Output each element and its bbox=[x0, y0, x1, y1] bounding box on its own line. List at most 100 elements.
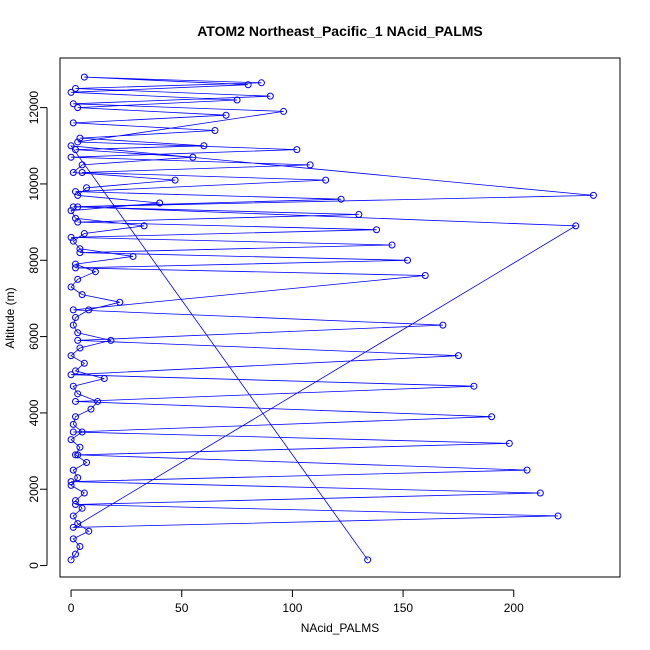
data-point bbox=[71, 188, 79, 196]
data-point bbox=[67, 371, 75, 379]
data-point bbox=[244, 81, 252, 89]
data-point bbox=[69, 535, 77, 543]
data-point bbox=[67, 556, 75, 564]
data-point bbox=[364, 556, 372, 564]
data-point bbox=[74, 203, 82, 211]
data-point bbox=[69, 119, 77, 127]
data-point bbox=[78, 428, 86, 436]
data-point bbox=[71, 397, 79, 405]
data-point bbox=[74, 275, 82, 283]
y-tick-label: 12000 bbox=[27, 91, 41, 125]
data-point bbox=[91, 268, 99, 276]
x-tick-label: 200 bbox=[504, 601, 524, 615]
data-point bbox=[80, 73, 88, 81]
data-point bbox=[100, 375, 108, 383]
data-point bbox=[257, 79, 265, 87]
data-point bbox=[71, 314, 79, 321]
data-point bbox=[67, 233, 75, 241]
y-tick-label: 8000 bbox=[27, 247, 41, 274]
data-point bbox=[94, 397, 102, 405]
x-tick-label: 0 bbox=[68, 601, 75, 615]
plot-frame bbox=[59, 57, 621, 578]
data-point bbox=[78, 168, 86, 176]
data-point bbox=[454, 352, 462, 360]
plot-area bbox=[67, 73, 597, 564]
data-point bbox=[233, 96, 241, 104]
data-point bbox=[69, 100, 77, 108]
data-point bbox=[76, 245, 84, 253]
y-tick-label: 4000 bbox=[27, 399, 41, 426]
data-point bbox=[74, 104, 82, 112]
data-point bbox=[280, 107, 288, 115]
data-point bbox=[76, 344, 84, 352]
data-point bbox=[69, 203, 77, 211]
data-point bbox=[71, 260, 79, 268]
data-point bbox=[69, 420, 77, 428]
series-line bbox=[70, 76, 594, 561]
data-point bbox=[71, 500, 79, 508]
data-point bbox=[71, 497, 79, 505]
data-point bbox=[266, 92, 274, 100]
data-point bbox=[421, 272, 429, 280]
data-point bbox=[536, 489, 544, 497]
data-point bbox=[76, 542, 84, 550]
data-point bbox=[80, 230, 88, 238]
data-point bbox=[388, 241, 396, 249]
data-point bbox=[523, 466, 531, 474]
data-point bbox=[76, 443, 84, 451]
data-point bbox=[67, 142, 75, 150]
data-point bbox=[78, 504, 86, 512]
data-point bbox=[222, 111, 230, 119]
data-point bbox=[80, 489, 88, 497]
data-point bbox=[337, 195, 345, 203]
data-point bbox=[67, 352, 75, 360]
data-point bbox=[488, 413, 496, 421]
data-point bbox=[71, 264, 79, 272]
data-point bbox=[83, 459, 91, 467]
chart-title: ATOM2 Northeast_Pacific_1 NAcid_PALMS bbox=[197, 23, 483, 39]
data-point bbox=[156, 199, 164, 207]
data-point bbox=[85, 306, 93, 314]
data-point bbox=[74, 191, 82, 199]
y-tick-label: 0 bbox=[27, 562, 41, 569]
data-point bbox=[78, 291, 86, 299]
data-point bbox=[505, 439, 513, 447]
data-point bbox=[404, 256, 412, 264]
data-point bbox=[78, 161, 86, 169]
data-point bbox=[71, 214, 79, 222]
data-point bbox=[67, 478, 75, 486]
data-point bbox=[373, 226, 381, 234]
y-axis-label: Altitude (m) bbox=[3, 287, 17, 348]
data-point bbox=[69, 512, 77, 520]
data-point bbox=[171, 176, 179, 184]
data-point bbox=[589, 191, 597, 199]
data-point bbox=[74, 474, 82, 482]
data-point bbox=[83, 184, 91, 192]
data-point bbox=[322, 176, 330, 184]
data-point bbox=[69, 382, 77, 390]
data-point bbox=[71, 550, 79, 558]
data-point bbox=[140, 222, 148, 230]
data-point bbox=[69, 306, 77, 314]
x-tick-label: 50 bbox=[175, 601, 189, 615]
data-point bbox=[572, 222, 580, 230]
data-point bbox=[74, 329, 82, 337]
data-point bbox=[67, 153, 75, 161]
data-point bbox=[116, 298, 124, 306]
data-point bbox=[69, 321, 77, 329]
data-point bbox=[74, 390, 82, 398]
data-point bbox=[129, 252, 137, 260]
data-point bbox=[355, 210, 363, 218]
data-point bbox=[76, 134, 84, 142]
data-point bbox=[69, 168, 77, 176]
data-point bbox=[211, 127, 219, 135]
data-point bbox=[554, 512, 562, 520]
data-point bbox=[76, 249, 84, 257]
data-point bbox=[107, 336, 115, 344]
data-point bbox=[74, 218, 82, 226]
data-point bbox=[439, 321, 447, 329]
data-point bbox=[71, 367, 79, 375]
data-point bbox=[69, 523, 77, 531]
data-point bbox=[69, 237, 77, 245]
